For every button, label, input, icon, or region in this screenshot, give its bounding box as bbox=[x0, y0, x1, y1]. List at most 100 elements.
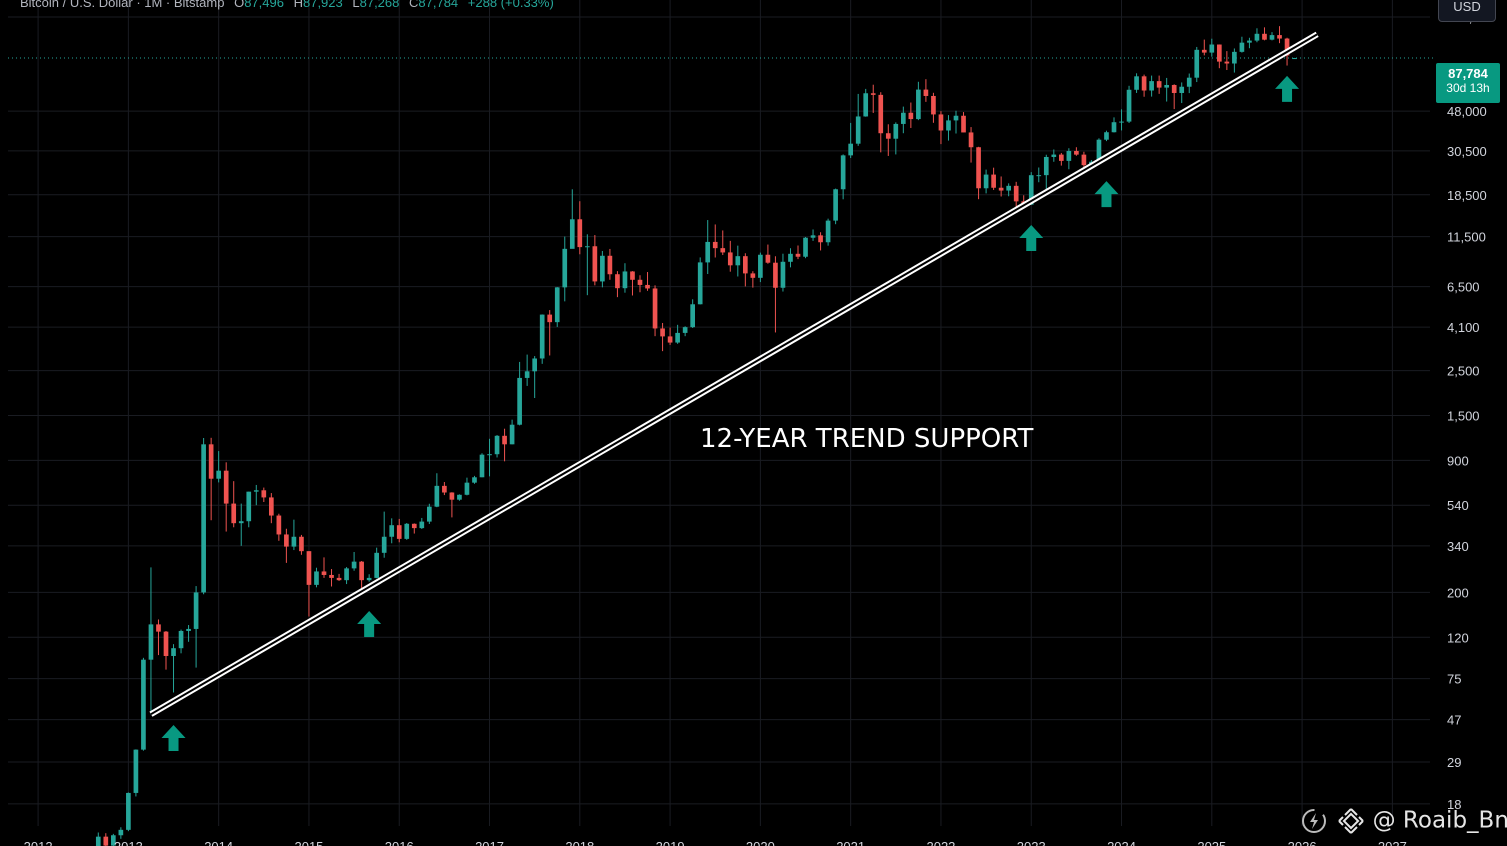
candle[interactable] bbox=[314, 567, 319, 588]
candle[interactable] bbox=[1081, 151, 1087, 167]
candle[interactable] bbox=[389, 518, 395, 544]
candle[interactable] bbox=[788, 248, 793, 268]
candle[interactable] bbox=[848, 122, 853, 159]
candle[interactable] bbox=[615, 271, 620, 298]
candle[interactable] bbox=[141, 657, 146, 751]
candle[interactable] bbox=[585, 234, 590, 296]
candle[interactable] bbox=[645, 272, 650, 291]
candle[interactable] bbox=[577, 201, 583, 255]
candle[interactable] bbox=[870, 84, 876, 113]
candle[interactable] bbox=[818, 232, 823, 251]
candle[interactable] bbox=[344, 567, 349, 585]
candle[interactable] bbox=[1194, 46, 1200, 83]
candle[interactable] bbox=[321, 557, 327, 578]
candle[interactable] bbox=[825, 218, 831, 246]
candle[interactable] bbox=[1066, 148, 1072, 170]
candle[interactable] bbox=[404, 522, 410, 540]
candle[interactable] bbox=[1006, 183, 1011, 197]
candle[interactable] bbox=[622, 263, 628, 293]
candle[interactable] bbox=[1232, 48, 1237, 73]
candle[interactable] bbox=[833, 188, 838, 225]
candle[interactable] bbox=[186, 625, 191, 642]
candle[interactable] bbox=[148, 567, 154, 715]
candle[interactable] bbox=[1074, 147, 1079, 156]
candle[interactable] bbox=[532, 356, 537, 399]
candle[interactable] bbox=[411, 523, 417, 534]
candle[interactable] bbox=[238, 503, 244, 546]
candle[interactable] bbox=[374, 547, 379, 579]
price-axis[interactable]: 140,00048,00030,50018,50011,5006,5004,10… bbox=[1447, 10, 1494, 812]
candle[interactable] bbox=[554, 287, 560, 327]
candle[interactable] bbox=[1036, 167, 1042, 183]
candle[interactable] bbox=[231, 481, 237, 528]
candle[interactable] bbox=[201, 438, 206, 595]
candle[interactable] bbox=[1201, 39, 1207, 56]
candle[interactable] bbox=[472, 475, 477, 484]
candle[interactable] bbox=[261, 487, 267, 503]
candle[interactable] bbox=[901, 106, 906, 134]
candle[interactable] bbox=[660, 322, 665, 352]
candle[interactable] bbox=[156, 619, 161, 656]
candle[interactable] bbox=[968, 127, 974, 163]
candle[interactable] bbox=[216, 451, 221, 483]
candle[interactable] bbox=[923, 79, 929, 102]
candle[interactable] bbox=[592, 235, 598, 286]
candle[interactable] bbox=[705, 220, 711, 274]
candle[interactable] bbox=[1292, 57, 1297, 60]
candle[interactable] bbox=[524, 354, 530, 386]
candle[interactable] bbox=[607, 248, 613, 280]
candle[interactable] bbox=[1051, 149, 1057, 162]
candle[interactable] bbox=[111, 833, 116, 846]
candle[interactable] bbox=[163, 630, 169, 670]
candle[interactable] bbox=[449, 492, 455, 518]
candle[interactable] bbox=[1111, 117, 1117, 133]
candle[interactable] bbox=[1262, 27, 1267, 41]
candle[interactable] bbox=[976, 146, 981, 200]
candle[interactable] bbox=[773, 256, 778, 333]
trendline[interactable] bbox=[149, 31, 1319, 717]
candle[interactable] bbox=[419, 517, 425, 529]
candle[interactable] bbox=[1059, 152, 1064, 166]
candle[interactable] bbox=[95, 832, 101, 846]
candle[interactable] bbox=[509, 419, 515, 445]
candle[interactable] bbox=[735, 245, 741, 277]
candle[interactable] bbox=[1164, 77, 1169, 102]
candle[interactable] bbox=[983, 169, 989, 194]
candle[interactable] bbox=[291, 519, 297, 551]
time-axis[interactable]: 2012 2013 2014 2015 2016 2017 2018 2019 2020 2021… bbox=[24, 839, 1407, 846]
candle[interactable] bbox=[1043, 154, 1049, 190]
candle[interactable] bbox=[1119, 109, 1124, 131]
candle[interactable] bbox=[208, 437, 214, 521]
candle[interactable] bbox=[991, 167, 996, 190]
candle[interactable] bbox=[442, 482, 447, 496]
candle[interactable] bbox=[878, 92, 884, 153]
candle[interactable] bbox=[600, 250, 605, 288]
candle[interactable] bbox=[284, 528, 289, 563]
candle[interactable] bbox=[479, 453, 485, 478]
candle[interactable] bbox=[126, 792, 131, 832]
candle[interactable] bbox=[1254, 28, 1260, 43]
candle[interactable] bbox=[1013, 181, 1019, 211]
candle[interactable] bbox=[1104, 130, 1109, 142]
candle[interactable] bbox=[253, 484, 259, 506]
candle[interactable] bbox=[1179, 82, 1185, 104]
candle[interactable] bbox=[1149, 75, 1154, 97]
candle[interactable] bbox=[675, 324, 680, 344]
candle[interactable] bbox=[961, 112, 966, 133]
candle[interactable] bbox=[539, 314, 545, 364]
candle[interactable] bbox=[893, 122, 899, 155]
candle[interactable] bbox=[765, 244, 771, 264]
currency-button[interactable]: USD bbox=[1438, 0, 1496, 22]
candle[interactable] bbox=[743, 253, 748, 287]
candle[interactable] bbox=[569, 189, 575, 249]
candle[interactable] bbox=[885, 124, 891, 156]
candle[interactable] bbox=[396, 518, 402, 543]
candle[interactable] bbox=[562, 236, 568, 302]
candle[interactable] bbox=[690, 299, 695, 329]
candle[interactable] bbox=[727, 240, 733, 272]
candle[interactable] bbox=[637, 275, 643, 293]
candle[interactable] bbox=[171, 644, 176, 693]
candle[interactable] bbox=[547, 310, 553, 356]
candle[interactable] bbox=[1134, 73, 1139, 93]
